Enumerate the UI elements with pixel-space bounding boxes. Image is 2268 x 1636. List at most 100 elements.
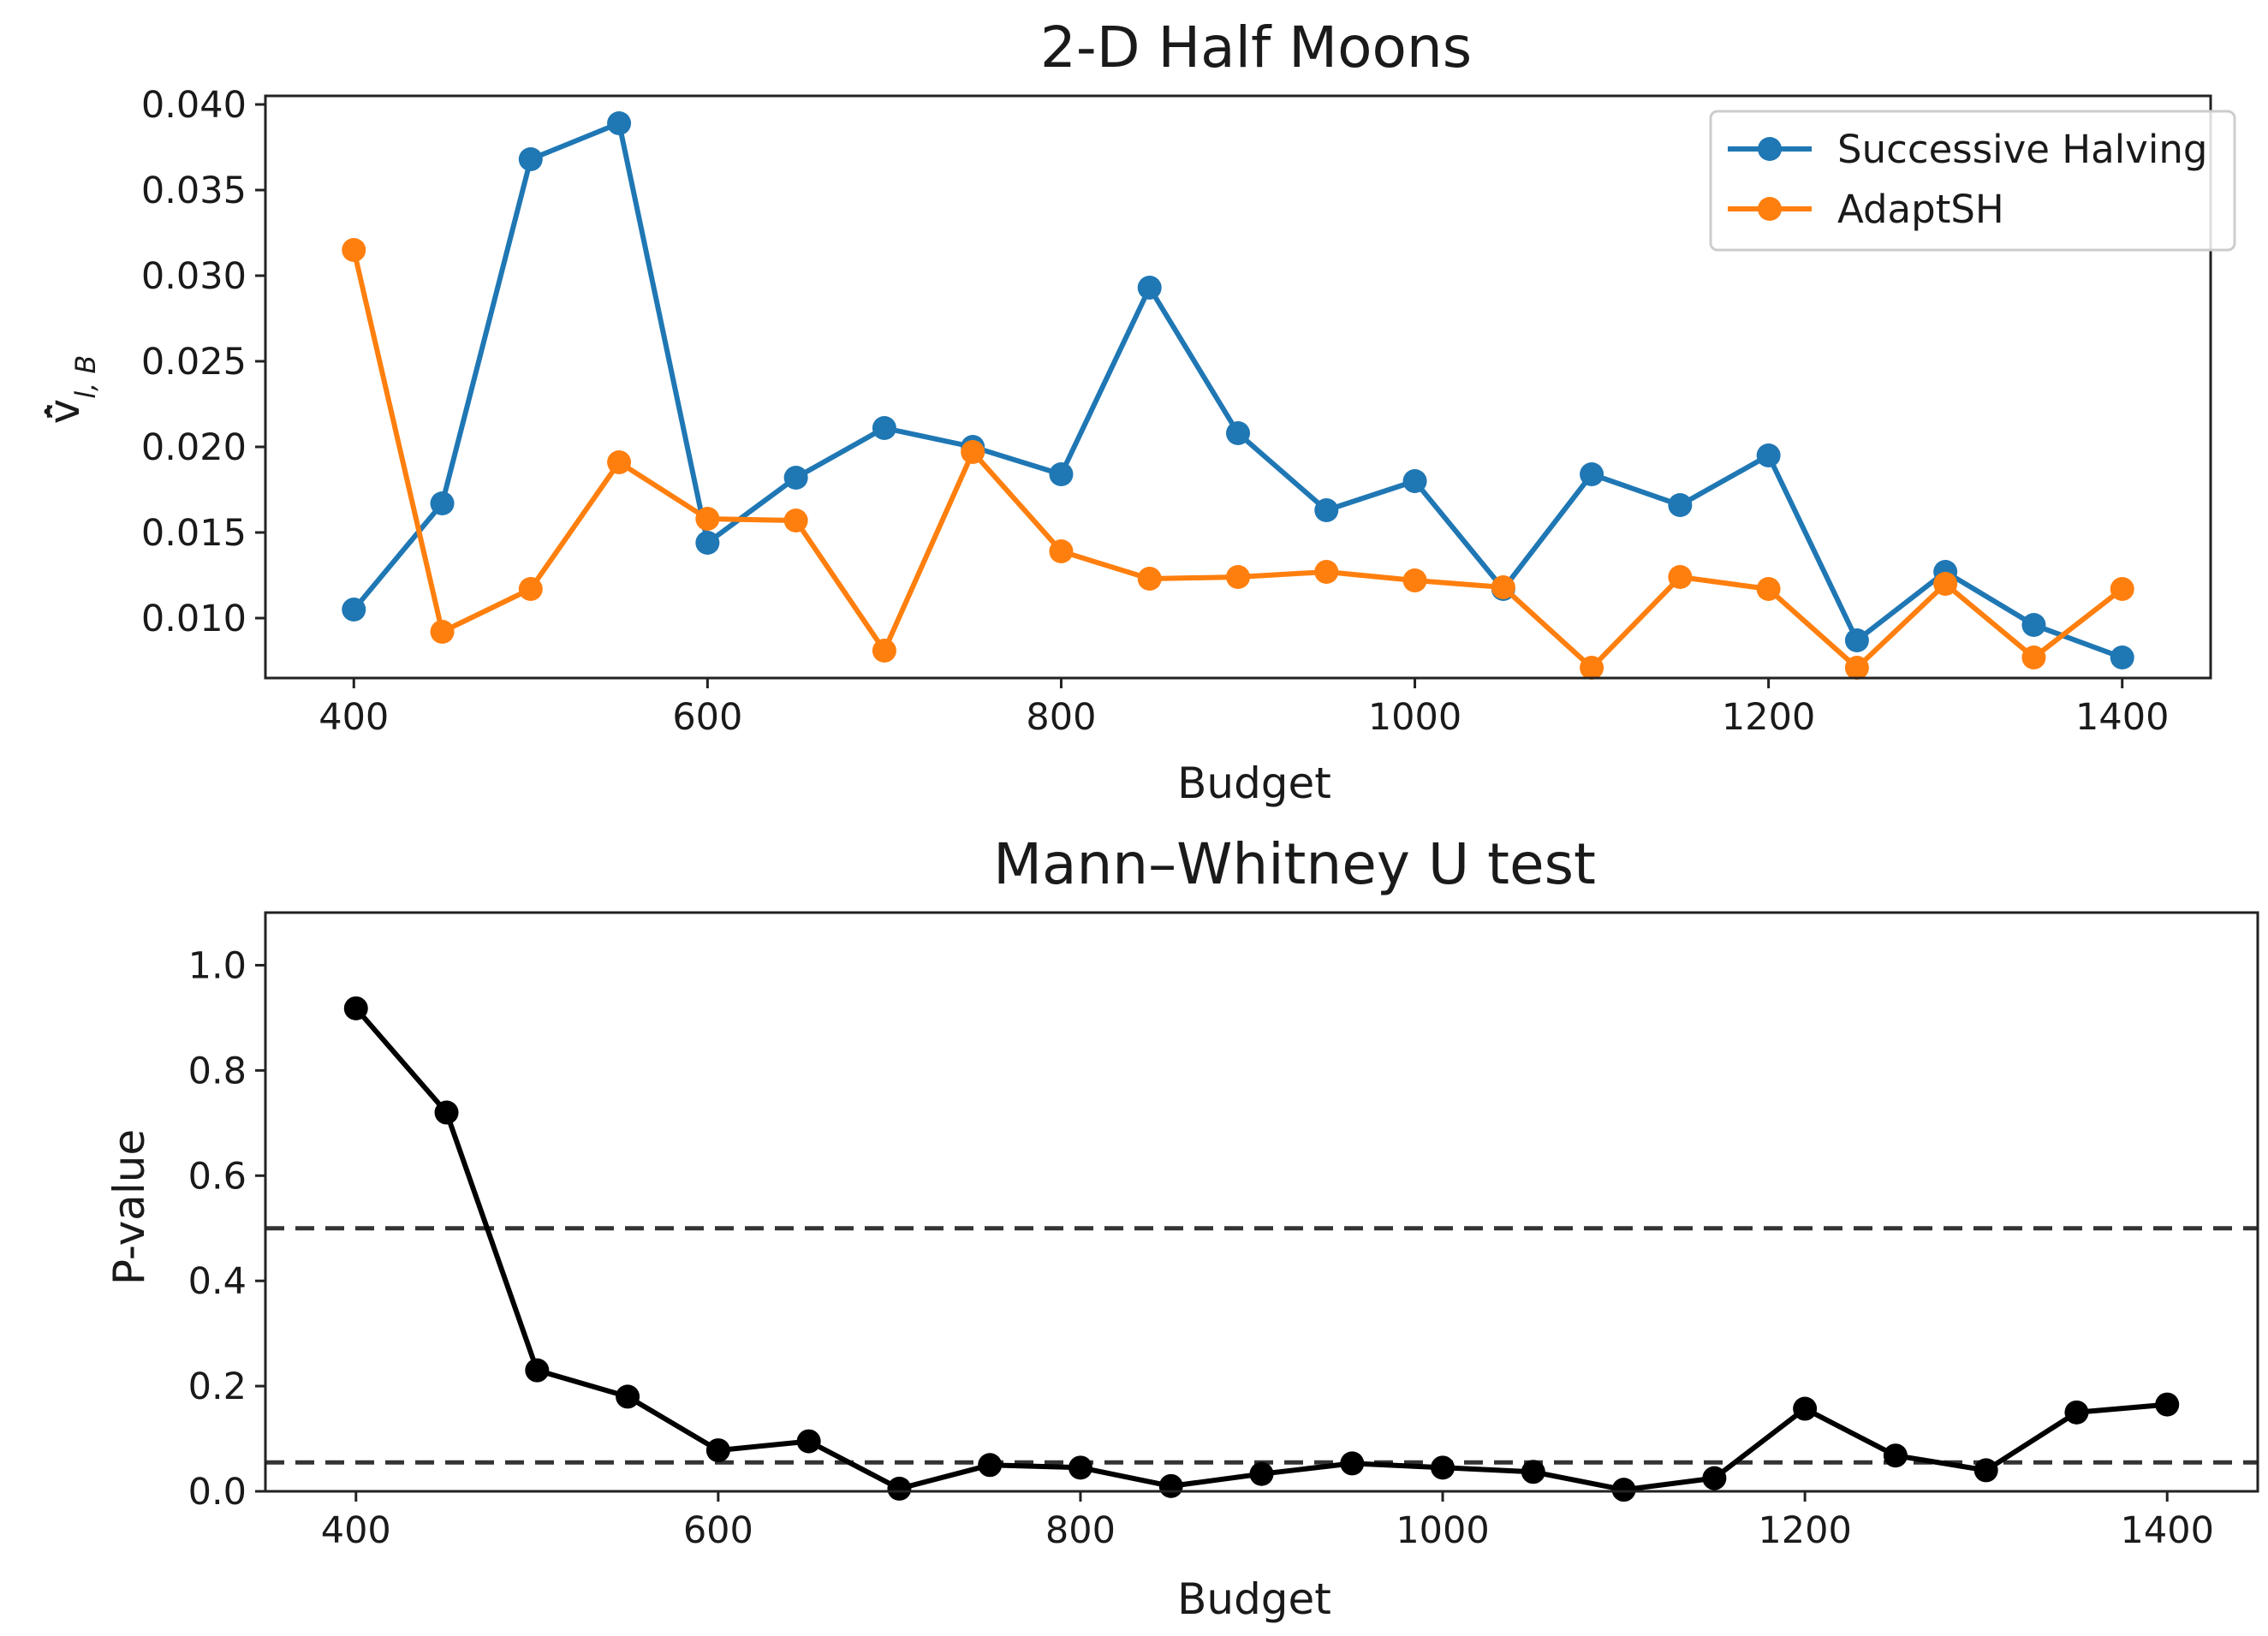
data-point <box>343 996 368 1020</box>
y-tick-label: 1.0 <box>188 944 247 987</box>
data-point <box>1314 498 1339 522</box>
x-tick-label: 600 <box>672 696 742 739</box>
half-moons-plot-area <box>342 111 2134 680</box>
mann-whitney-chart: Mann–Whitney U test 0.0 0.2 0.4 0.6 0.8 1.0 4… <box>104 831 2259 1624</box>
data-point <box>1314 560 1339 584</box>
data-point <box>783 509 808 532</box>
data-point <box>1049 539 1074 563</box>
data-point <box>430 491 455 515</box>
x-tick-label: 1400 <box>2121 1509 2214 1552</box>
data-point <box>1158 1473 1183 1498</box>
y-tick-label: 0.020 <box>141 426 247 469</box>
data-point <box>1431 1455 1455 1480</box>
data-point <box>1793 1396 1818 1421</box>
x-tick-label: 1200 <box>1722 696 1815 739</box>
y-tick-label: 0.2 <box>188 1365 247 1408</box>
data-point <box>961 440 985 464</box>
data-point <box>607 450 632 474</box>
half-moons-title: 2-D Half Moons <box>1040 15 1472 80</box>
half-moons-y-ticks: 0.010 0.015 0.020 0.025 0.030 0.035 0.040 <box>141 84 265 640</box>
data-point <box>1402 568 1427 592</box>
data-point <box>342 598 366 622</box>
y-tick-label: 0.035 <box>141 170 247 212</box>
data-point <box>525 1358 550 1383</box>
data-point <box>1580 656 1604 680</box>
y-tick-label: 0.025 <box>141 341 247 384</box>
y-axis-subscript: l, B <box>69 355 102 399</box>
data-point <box>887 1476 912 1501</box>
x-tick-label: 600 <box>683 1509 753 1552</box>
y-tick-label: 0.010 <box>141 598 247 640</box>
mann-whitney-title: Mann–Whitney U test <box>993 831 1596 897</box>
data-point <box>1226 421 1250 445</box>
data-point <box>872 639 896 663</box>
data-point <box>1611 1478 1636 1502</box>
x-tick-label: 800 <box>1045 1509 1116 1552</box>
x-tick-label: 1000 <box>1368 696 1461 739</box>
x-tick-label: 400 <box>318 696 389 739</box>
data-point <box>342 238 366 262</box>
y-tick-label: 0.8 <box>188 1050 247 1092</box>
half-moons-chart: 2-D Half Moons 0.010 0.015 0.020 0.025 0.030… <box>39 15 2236 808</box>
data-point <box>607 111 632 135</box>
data-point <box>1137 567 1162 591</box>
data-point <box>2021 645 2046 669</box>
data-point <box>518 147 543 171</box>
data-point <box>434 1100 459 1125</box>
data-point <box>695 507 720 531</box>
legend-entry-label: AdaptSH <box>1837 187 2004 232</box>
legend-swatch-marker <box>1758 197 1782 221</box>
half-moons-y-axis-label: v̄̂l, B <box>39 355 102 425</box>
x-tick-label: 1200 <box>1758 1509 1851 1552</box>
svg-text:v̄̂l, B: v̄̂l, B <box>39 355 102 425</box>
legend-entry-label: Successive Halving <box>1837 127 2207 172</box>
x-tick-label: 1400 <box>2075 696 2169 739</box>
half-moons-axes-frame <box>264 94 2212 680</box>
mann-whitney-y-axis-label: P-value <box>104 1129 154 1285</box>
data-point <box>518 577 543 601</box>
data-point <box>430 620 455 644</box>
y-tick-label: 0.030 <box>141 255 247 298</box>
data-point <box>2064 1400 2089 1425</box>
data-point <box>2110 645 2134 669</box>
data-point <box>695 531 720 555</box>
mann-whitney-plot-area <box>265 996 2258 1502</box>
data-point <box>1756 577 1781 601</box>
data-point <box>1933 572 1958 596</box>
data-point <box>1491 575 1515 599</box>
x-tick-label: 1000 <box>1396 1509 1489 1552</box>
data-point <box>1137 276 1162 300</box>
data-point <box>2110 577 2134 601</box>
half-moons-legend: Successive Halving AdaptSH <box>1709 110 2236 252</box>
legend-swatch-marker <box>1758 137 1782 161</box>
data-point <box>1249 1461 1274 1486</box>
y-tick-label: 0.015 <box>141 512 247 555</box>
data-point <box>1883 1443 1908 1468</box>
data-point <box>796 1429 821 1454</box>
data-point <box>616 1384 640 1409</box>
data-point <box>783 466 808 490</box>
data-point <box>1756 443 1781 467</box>
data-point <box>1068 1455 1092 1480</box>
data-point <box>1521 1460 1545 1484</box>
y-axis-symbol: v̄̂ <box>39 399 89 425</box>
y-tick-label: 0.0 <box>188 1471 247 1514</box>
y-tick-label: 0.4 <box>188 1260 247 1303</box>
data-point <box>1844 628 1869 652</box>
mann-whitney-x-axis-label: Budget <box>1177 1574 1331 1624</box>
data-point <box>1226 565 1250 589</box>
data-point <box>872 416 896 440</box>
data-point <box>1402 469 1427 493</box>
data-point <box>1668 565 1693 589</box>
data-point <box>2021 613 2046 637</box>
data-point <box>1702 1466 1727 1490</box>
mann-whitney-axes-frame <box>264 911 2259 1493</box>
x-tick-label: 400 <box>321 1509 391 1552</box>
y-tick-label: 0.040 <box>141 84 247 127</box>
half-moons-x-ticks: 400 600 800 1000 1200 1400 <box>318 678 2169 739</box>
data-point <box>1973 1458 1998 1483</box>
data-point <box>1049 462 1074 486</box>
data-point <box>978 1453 1003 1478</box>
